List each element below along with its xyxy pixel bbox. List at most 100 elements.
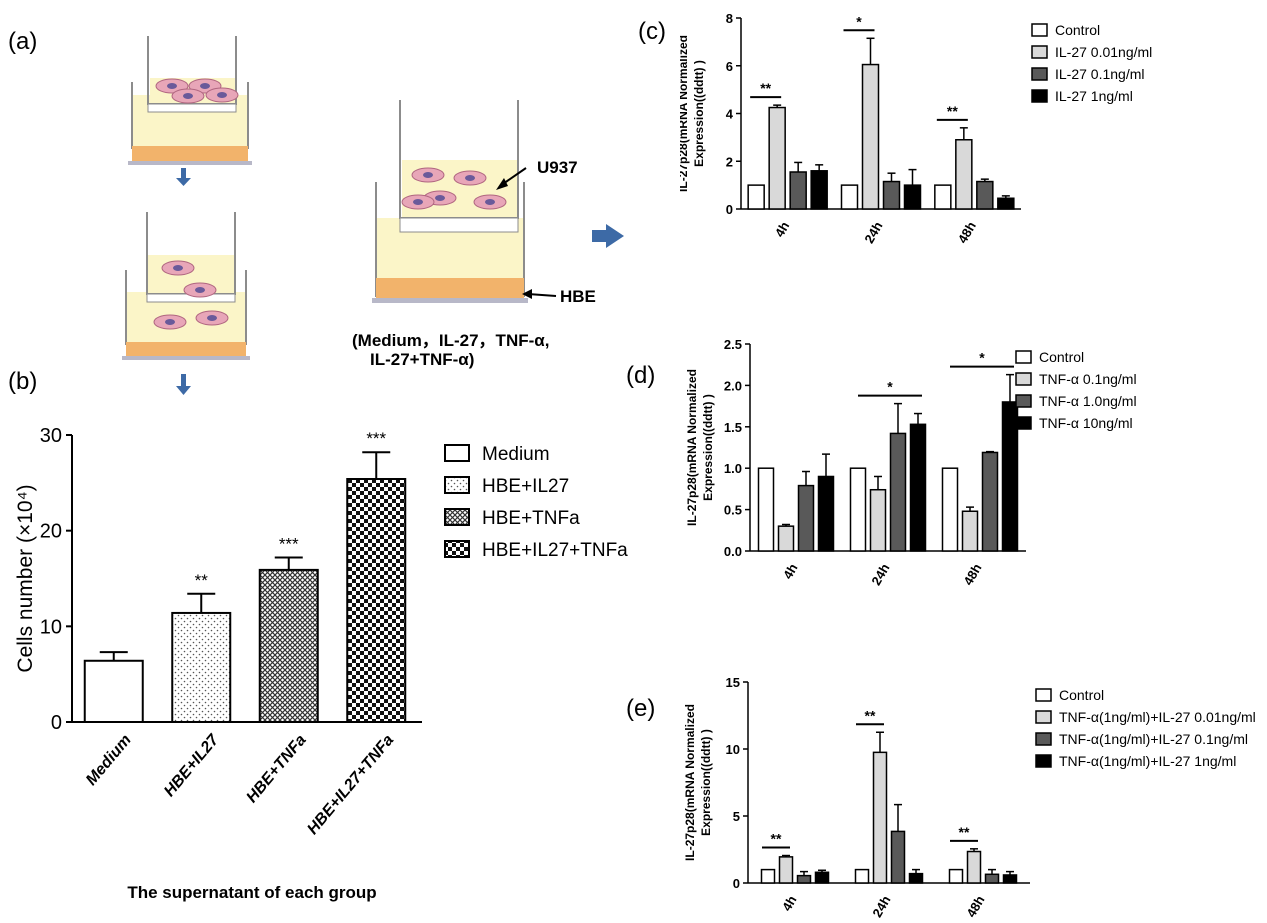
bar bbox=[869, 488, 887, 552]
x-tick-label: 24h bbox=[869, 893, 893, 920]
bar bbox=[941, 467, 959, 552]
legend-label: HBE+IL27+TNFa bbox=[482, 540, 628, 561]
bar bbox=[909, 423, 927, 552]
down-arrow-icon bbox=[176, 374, 191, 395]
legend-swatch bbox=[444, 508, 470, 526]
bar bbox=[817, 475, 835, 552]
x-axis-label: The supernatant of each group bbox=[127, 883, 376, 902]
y-tick-label: 1.5 bbox=[724, 420, 742, 435]
bar bbox=[760, 868, 776, 884]
legend-label: TNF-α 10ng/ml bbox=[1039, 415, 1133, 431]
conditions-line-1: (Medium，IL-27，TNF-α, bbox=[352, 331, 550, 350]
legend-swatch bbox=[1031, 23, 1048, 37]
x-tick-label: Medium bbox=[83, 732, 135, 789]
x-tick-label: 24h bbox=[861, 219, 885, 246]
y-tick-label: 6 bbox=[726, 59, 733, 74]
panel-label-e: (e) bbox=[626, 695, 656, 722]
legend-swatch bbox=[1015, 394, 1032, 408]
legend-label: Control bbox=[1055, 22, 1100, 38]
significance-marker: ** bbox=[195, 571, 209, 590]
down-arrow-icon bbox=[176, 168, 191, 186]
x-tick-label: HBE+IL27+TNFa bbox=[304, 732, 397, 838]
legend-label: IL-27 0.1ng/ml bbox=[1055, 66, 1145, 82]
transwell-diagram bbox=[122, 36, 624, 395]
bar bbox=[840, 184, 859, 210]
x-tick-label: 48h bbox=[960, 561, 984, 588]
legend-label: IL-27 1ng/ml bbox=[1055, 88, 1133, 104]
bar bbox=[890, 830, 906, 884]
y-tick-label: 8 bbox=[726, 11, 733, 26]
panel-label-d: (d) bbox=[626, 362, 656, 389]
y-tick-label: 0 bbox=[733, 876, 740, 891]
y-axis-label-line-1: IL-27p28(mRNA Normalized bbox=[683, 704, 697, 861]
legend-swatch bbox=[1015, 350, 1032, 364]
legend-label: TNF-α(1ng/ml)+IL-27 0.01ng/ml bbox=[1059, 709, 1256, 725]
y-tick-label: 2.0 bbox=[724, 378, 742, 393]
y-tick-label: 5 bbox=[733, 809, 740, 824]
bar bbox=[934, 184, 952, 210]
significance-marker: ** bbox=[947, 103, 958, 119]
u937-cell bbox=[161, 260, 195, 276]
x-tick-label: 48h bbox=[963, 893, 987, 920]
bar bbox=[981, 451, 999, 552]
u937-cell bbox=[401, 194, 435, 210]
legend-label: IL-27 0.01ng/ml bbox=[1055, 44, 1152, 60]
panel-label-c: (c) bbox=[638, 18, 666, 45]
u937-cell bbox=[205, 87, 239, 103]
u937-cell bbox=[171, 88, 205, 104]
x-tick-label: 48h bbox=[955, 219, 979, 246]
bar bbox=[747, 184, 765, 210]
legend-swatch bbox=[444, 540, 470, 558]
bar bbox=[961, 510, 979, 552]
bar bbox=[849, 467, 867, 552]
transwell-large bbox=[372, 100, 528, 303]
legend-label: HBE+IL27 bbox=[482, 476, 569, 497]
significance-marker: ** bbox=[771, 831, 782, 847]
u937-pointer-arrow bbox=[496, 167, 527, 190]
x-tick-label: 4h bbox=[780, 561, 801, 582]
legend-label: Control bbox=[1059, 687, 1104, 703]
transwell-1 bbox=[128, 36, 252, 165]
y-axis-label-line-1: IL-27p28(mRNA Normalized bbox=[680, 35, 690, 192]
bar bbox=[955, 139, 973, 210]
significance-marker: ** bbox=[865, 707, 876, 723]
bar bbox=[966, 850, 982, 884]
panel-label-b: (b) bbox=[8, 368, 38, 395]
right-arrow-icon bbox=[592, 224, 624, 248]
bar bbox=[757, 467, 775, 552]
bar bbox=[903, 184, 922, 210]
conditions-line-2: IL-27+TNF-α) bbox=[370, 350, 475, 369]
bar bbox=[861, 63, 880, 210]
legend-swatch bbox=[1035, 688, 1052, 702]
x-tick-label: HBE+IL27 bbox=[161, 731, 223, 800]
chart-b: 0 10 20 30 Medium ** HBE+IL27 *** HBE+TNFa *** HBE… bbox=[14, 425, 628, 902]
legend-swatch bbox=[1015, 372, 1032, 386]
y-tick-label: 30 bbox=[40, 425, 62, 447]
significance-marker: * bbox=[979, 350, 985, 366]
bar bbox=[777, 525, 795, 552]
hbe-pointer-arrow bbox=[522, 289, 557, 299]
legend-label: Medium bbox=[482, 444, 550, 465]
legend-label: TNF-α(1ng/ml)+IL-27 1ng/ml bbox=[1059, 753, 1236, 769]
legend-swatch bbox=[1035, 710, 1052, 724]
hbe-label: HBE bbox=[560, 287, 596, 306]
bar bbox=[778, 856, 794, 884]
bar bbox=[889, 432, 907, 552]
u937-cell bbox=[473, 194, 507, 210]
u937-cell bbox=[153, 314, 187, 330]
legend-swatch bbox=[1031, 89, 1048, 103]
y-tick-label: 0.0 bbox=[724, 544, 742, 559]
y-tick-label: 15 bbox=[726, 675, 740, 690]
legend-swatch bbox=[1035, 732, 1052, 746]
legend-swatch bbox=[1015, 416, 1032, 430]
bar bbox=[797, 484, 815, 552]
y-tick-label: 0.5 bbox=[724, 503, 742, 518]
legend-label: Control bbox=[1039, 349, 1084, 365]
bar bbox=[976, 180, 994, 210]
legend-swatch bbox=[444, 476, 470, 494]
significance-marker: ** bbox=[760, 80, 771, 96]
bar bbox=[796, 874, 812, 884]
panel-label-a: (a) bbox=[8, 28, 38, 55]
legend-swatch bbox=[1035, 754, 1052, 768]
